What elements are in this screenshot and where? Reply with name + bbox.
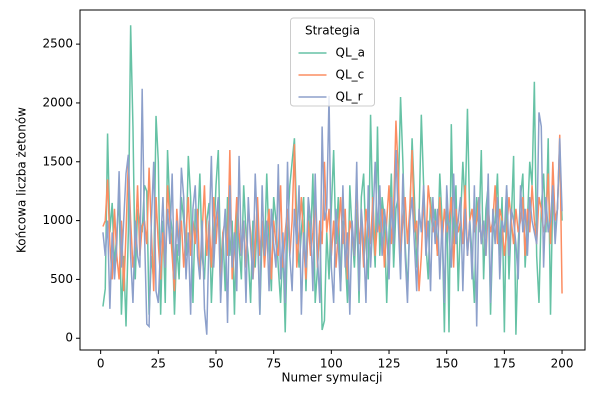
legend-label: QL_r xyxy=(336,90,363,104)
legend-label: QL_c xyxy=(336,68,365,82)
legend: Strategia QL_a QL_c QL_r xyxy=(290,17,375,107)
series-line xyxy=(102,88,563,335)
y-tick-label: 2000 xyxy=(42,95,73,109)
x-tick-label: 25 xyxy=(151,357,166,371)
y-tick-label: 2500 xyxy=(42,37,73,51)
x-tick-label: 200 xyxy=(551,357,574,371)
y-tick-label: 500 xyxy=(50,272,73,286)
x-tick-label: 125 xyxy=(378,357,401,371)
x-tick-label: 0 xyxy=(97,357,105,371)
y-axis-label: Końcowa liczba żetonów xyxy=(15,107,29,253)
x-axis-label: Numer symulacji xyxy=(281,371,382,385)
x-tick-label: 175 xyxy=(493,357,516,371)
x-tick-label: 75 xyxy=(266,357,281,371)
x-tick-label: 150 xyxy=(435,357,458,371)
x-tick-label: 50 xyxy=(208,357,223,371)
legend-title: Strategia xyxy=(305,24,360,38)
x-tick-label: 100 xyxy=(320,357,343,371)
y-tick-label: 1500 xyxy=(42,154,73,168)
y-tick-label: 0 xyxy=(65,331,73,345)
legend-label: QL_a xyxy=(336,46,365,60)
legend-box xyxy=(290,17,375,107)
y-tick-label: 1000 xyxy=(42,213,73,227)
series-line xyxy=(102,25,563,335)
